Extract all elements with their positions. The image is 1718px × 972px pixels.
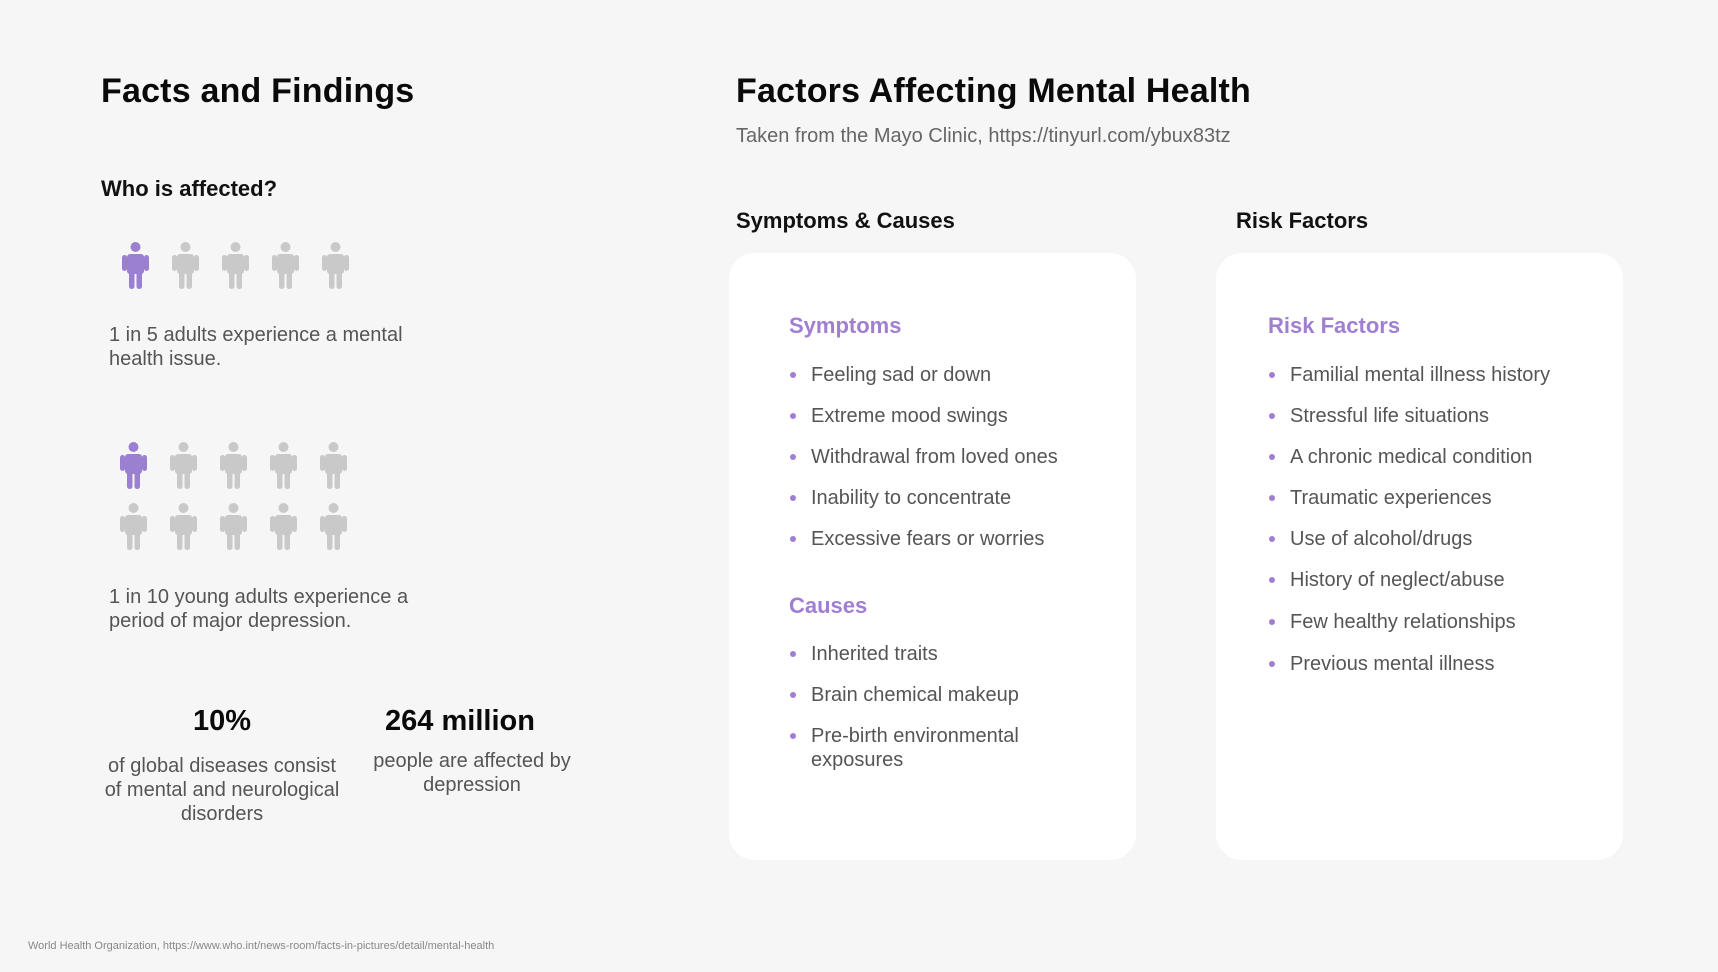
- list-item: Inherited traits: [789, 642, 1109, 666]
- causes-heading: Causes: [789, 593, 868, 618]
- stat-text-depression: people are affected by depression: [373, 750, 571, 796]
- people-row-1-in-10-bottom: [118, 503, 349, 550]
- person-icon: [168, 442, 199, 489]
- person-icon: [320, 242, 351, 289]
- risk-factors-column-heading: Risk Factors: [1236, 208, 1369, 233]
- stat-value-depression: 264 million: [385, 705, 535, 737]
- stat-caption-adults: 1 in 5 adults experience a mental health…: [109, 324, 403, 370]
- person-icon-highlighted: [120, 242, 151, 289]
- person-icon: [168, 503, 199, 550]
- people-row-1-in-5: [120, 242, 351, 289]
- list-item: Pre-birth environmental exposures: [789, 724, 1109, 772]
- list-item: Feeling sad or down: [789, 363, 1109, 387]
- facts-title: Facts and Findings: [101, 72, 415, 110]
- list-item: Excessive fears or worries: [789, 527, 1109, 551]
- list-item: Use of alcohol/drugs: [1268, 527, 1598, 551]
- person-icon: [118, 503, 149, 550]
- causes-list: Inherited traits Brain chemical makeup P…: [789, 642, 1109, 789]
- risk-factors-heading: Risk Factors: [1268, 313, 1401, 338]
- symptoms-causes-card: [729, 253, 1136, 860]
- stat-text-global-diseases: of global diseases consist of mental and…: [104, 755, 340, 825]
- risk-factors-card: [1216, 253, 1623, 860]
- person-icon: [270, 242, 301, 289]
- list-item: Stressful life situations: [1268, 404, 1598, 428]
- list-item: Inability to concentrate: [789, 486, 1109, 510]
- list-item: Familial mental illness history: [1268, 363, 1598, 387]
- list-item: A chronic medical condition: [1268, 445, 1598, 469]
- person-icon: [170, 242, 201, 289]
- people-row-1-in-10-top: [118, 442, 349, 489]
- person-icon-highlighted: [118, 442, 149, 489]
- list-item: Extreme mood swings: [789, 404, 1109, 428]
- person-icon: [268, 503, 299, 550]
- list-item: Previous mental illness: [1268, 652, 1598, 676]
- person-icon: [220, 242, 251, 289]
- symptoms-causes-heading: Symptoms & Causes: [736, 208, 955, 233]
- person-icon: [218, 503, 249, 550]
- list-item: Traumatic experiences: [1268, 486, 1598, 510]
- person-icon: [318, 503, 349, 550]
- footer-source: World Health Organization, https://www.w…: [28, 940, 495, 952]
- stat-value-global-diseases: 10%: [192, 705, 252, 737]
- source-subtitle: Taken from the Mayo Clinic, https://tiny…: [736, 125, 1231, 147]
- risk-factors-list: Familial mental illness history Stressfu…: [1268, 363, 1598, 694]
- person-icon: [318, 442, 349, 489]
- list-item: History of neglect/abuse: [1268, 568, 1598, 592]
- symptoms-list: Feeling sad or down Extreme mood swings …: [789, 363, 1109, 568]
- list-item: Few healthy relationships: [1268, 610, 1598, 634]
- list-item: Withdrawal from loved ones: [789, 445, 1109, 469]
- person-icon: [268, 442, 299, 489]
- list-item: Brain chemical makeup: [789, 683, 1109, 707]
- factors-title: Factors Affecting Mental Health: [736, 72, 1252, 110]
- person-icon: [218, 442, 249, 489]
- stat-caption-young-adults: 1 in 10 young adults experience a period…: [109, 586, 409, 632]
- symptoms-heading: Symptoms: [789, 313, 902, 338]
- who-affected-heading: Who is affected?: [101, 176, 278, 201]
